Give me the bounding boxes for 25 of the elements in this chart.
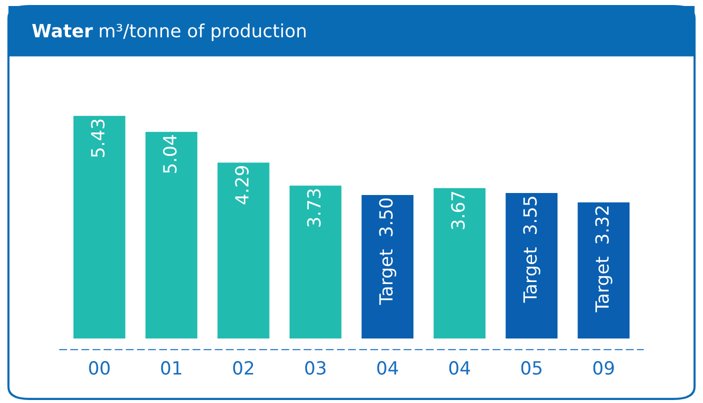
x-tick-label: 00 — [89, 361, 110, 375]
data-label: 3.67 — [451, 192, 465, 230]
x-tick-label: 01 — [161, 361, 182, 375]
bar — [218, 162, 270, 339]
bar — [362, 195, 414, 339]
bar — [578, 202, 630, 339]
data-label: 3.73 — [307, 189, 321, 227]
bar — [506, 192, 558, 339]
data-label: 5.43 — [90, 120, 105, 157]
x-tick-label: 05 — [521, 361, 542, 375]
x-tick-label: 04 — [449, 361, 470, 375]
x-tick-label: 09 — [593, 361, 614, 375]
bar — [434, 188, 486, 339]
data-label: Target 3.32 — [595, 206, 612, 312]
bar — [73, 116, 126, 339]
x-tick-label: 03 — [305, 361, 326, 375]
bar — [145, 132, 198, 339]
chart-title: Water m³/tonne of production — [32, 24, 306, 41]
data-label: Target 3.50 — [379, 198, 396, 305]
bar — [290, 186, 342, 339]
data-label: Target 3.55 — [523, 196, 540, 303]
data-label: 4.29 — [235, 166, 249, 204]
x-tick-label: 02 — [233, 361, 254, 375]
x-tick-label: 04 — [377, 361, 398, 375]
data-label: 5.04 — [162, 135, 177, 173]
